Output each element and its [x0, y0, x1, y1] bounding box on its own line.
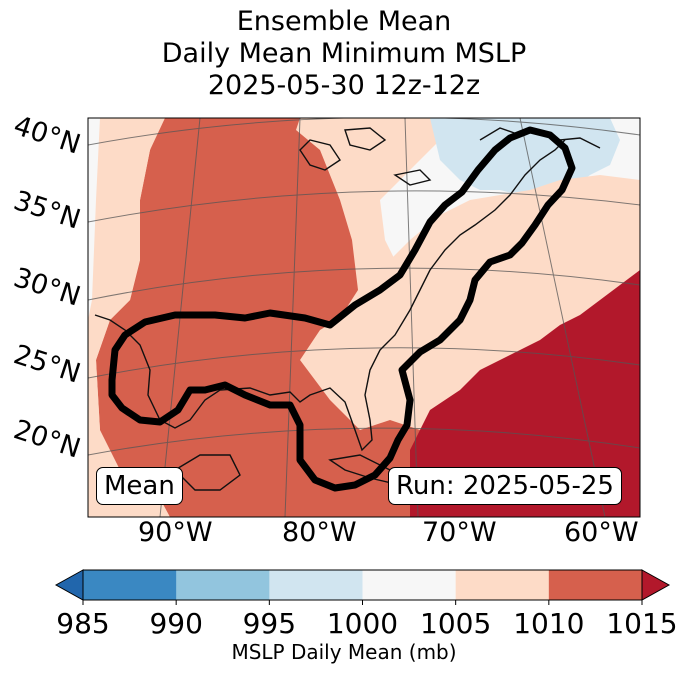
title-line-2: Daily Mean Minimum MSLP — [161, 38, 527, 69]
colorbar-tick-label: 985 — [56, 607, 109, 640]
graticule — [88, 118, 640, 517]
lat-label-20n: 20°N — [10, 414, 84, 465]
colorbar-tick-label: 995 — [243, 607, 296, 640]
title-line-3: 2025-05-30 12z-12z — [207, 70, 481, 101]
colorbar-tick-label: 990 — [149, 607, 202, 640]
colorbar-tick-label: 1010 — [513, 607, 584, 640]
colorbar-tick-label: 1005 — [420, 607, 491, 640]
meridian-70w — [404, 118, 419, 517]
lon-label-60w: 60°W — [564, 517, 639, 548]
colorbar-label: MSLP Daily Mean (mb) — [231, 640, 457, 664]
parallel-35n — [88, 190, 640, 223]
parallel-40n — [88, 118, 640, 146]
mean-label-box: Mean — [96, 467, 183, 505]
title-line-1: Ensemble Mean — [236, 6, 452, 37]
field-1005-1010-west-edge — [88, 118, 165, 440]
colorbar-segment — [269, 570, 363, 600]
contour-outline — [108, 126, 576, 492]
colorbar-under-arrow — [54, 569, 84, 601]
great-lakes — [299, 127, 432, 186]
lon-label-80w: 80°W — [282, 517, 357, 548]
parallel-25n — [88, 347, 640, 379]
lat-label-30n: 30°N — [10, 262, 84, 313]
map-field — [88, 118, 640, 517]
colorbar-segment — [362, 570, 457, 600]
lon-label-90w: 90°W — [138, 517, 213, 548]
parallel-30n — [88, 267, 640, 301]
colorbar-segment — [548, 570, 643, 600]
colorbar-tick-label: 1015 — [606, 607, 677, 640]
lat-label-40n: 40°N — [10, 110, 84, 161]
colorbar-tick-label: 1000 — [327, 607, 398, 640]
lat-label-35n: 35°N — [10, 185, 84, 236]
meridian-60w — [519, 118, 606, 517]
lat-label-25n: 25°N — [10, 339, 84, 390]
parallel-20n — [88, 427, 640, 456]
lon-label-70w: 70°W — [422, 517, 497, 548]
colorbar-over-arrow — [641, 569, 671, 601]
mslp-map: 40°N 35°N 30°N 25°N 20°N 90°W 80°W 70°W … — [10, 110, 641, 548]
field-above-1015-southeast — [410, 270, 640, 517]
field-1000-1005-west-edge — [88, 118, 100, 320]
colorbar-segment — [455, 570, 550, 600]
colorbar-segment — [176, 570, 270, 600]
colorbar-segments — [83, 570, 643, 600]
run-date-box: Run: 2025-05-25 — [388, 467, 622, 505]
yucatan — [173, 454, 241, 491]
colorbar: 985 990 995 1000 1005 1010 1015 — [54, 569, 678, 640]
colorbar-ticks: 985 990 995 1000 1005 1010 1015 — [56, 600, 678, 640]
colorbar-segment — [83, 570, 177, 600]
map-frame — [87, 117, 641, 518]
